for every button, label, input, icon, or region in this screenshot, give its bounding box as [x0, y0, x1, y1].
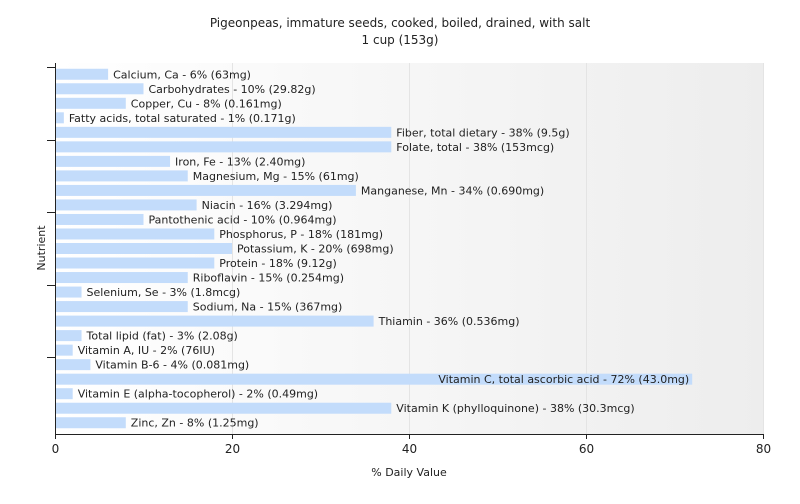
bar — [56, 112, 64, 124]
bar-label: Manganese, Mn - 34% (0.690mg) — [361, 184, 544, 197]
bar-label: Sodium, Na - 15% (367mg) — [193, 301, 343, 314]
bar — [56, 359, 91, 371]
bar — [56, 228, 215, 240]
bar — [56, 417, 126, 429]
bar-label: Calcium, Ca - 6% (63mg) — [113, 68, 251, 81]
bar — [56, 126, 392, 138]
bar-label: Niacin - 16% (3.294mg) — [202, 199, 333, 212]
x-tick-label: 40 — [402, 442, 417, 456]
bar-label: Riboflavin - 15% (0.254mg) — [193, 272, 344, 285]
bar — [56, 213, 144, 225]
x-tick-label: 20 — [225, 442, 240, 456]
bar — [56, 373, 693, 385]
bar — [56, 68, 109, 80]
bar-label: Zinc, Zn - 8% (1.25mg) — [131, 417, 259, 430]
bar-label: Fiber, total dietary - 38% (9.5g) — [396, 126, 569, 139]
bar — [56, 170, 188, 182]
bar — [56, 199, 197, 211]
bar — [56, 344, 73, 356]
bar — [56, 97, 126, 109]
bar-labels: Calcium, Ca - 6% (63mg) Carbohydrates - 1… — [69, 68, 689, 429]
bar — [56, 83, 144, 95]
bar-label: Vitamin B-6 - 4% (0.081mg) — [95, 359, 249, 372]
bar-label: Total lipid (fat) - 3% (2.08g) — [86, 330, 238, 343]
bar — [56, 257, 215, 269]
chart-title: Pigeonpeas, immature seeds, cooked, boil… — [210, 16, 591, 30]
x-tick-label: 0 — [52, 442, 60, 456]
grid — [232, 63, 764, 434]
bar — [56, 402, 392, 414]
bar-label: Magnesium, Mg - 15% (61mg) — [193, 170, 359, 183]
bar — [56, 286, 82, 298]
bar-label: Potassium, K - 20% (698mg) — [237, 243, 394, 256]
bar-label: Pantothenic acid - 10% (0.964mg) — [149, 213, 337, 226]
bar-label: Phosphorus, P - 18% (181mg) — [219, 228, 383, 241]
bar-label: Iron, Fe - 13% (2.40mg) — [175, 155, 305, 168]
bar-label: Protein - 18% (9.12g) — [219, 257, 337, 270]
bar — [56, 330, 82, 342]
bar-label: Vitamin A, IU - 2% (76IU) — [78, 344, 215, 357]
x-tick-label: 60 — [579, 442, 594, 456]
bar — [56, 315, 374, 327]
x-axis-label: % Daily Value — [371, 466, 447, 479]
bar — [56, 388, 73, 400]
axes: 0 20 40 60 80 — [47, 63, 771, 456]
bar-label: Fatty acids, total saturated - 1% (0.171… — [69, 112, 296, 125]
bar — [56, 155, 171, 167]
bar — [56, 141, 392, 153]
y-axis-label: Nutrient — [35, 225, 48, 271]
bar-label: Vitamin K (phylloquinone) - 38% (30.3mcg… — [396, 402, 634, 415]
bar — [56, 243, 232, 254]
bars — [56, 68, 693, 429]
bar — [56, 301, 188, 313]
bar-label: Carbohydrates - 10% (29.82g) — [149, 83, 316, 96]
bar-label: Vitamin C, total ascorbic acid - 72% (43… — [438, 373, 689, 386]
bar — [56, 272, 188, 284]
chart-subtitle: 1 cup (153g) — [362, 33, 439, 47]
bar-label: Folate, total - 38% (153mcg) — [396, 141, 554, 154]
bar-label: Vitamin E (alpha-tocopherol) - 2% (0.49m… — [78, 388, 318, 401]
x-tick-label: 80 — [756, 442, 771, 456]
bar-label: Thiamin - 36% (0.536mg) — [378, 315, 520, 328]
bar — [56, 184, 356, 196]
bar-label: Copper, Cu - 8% (0.161mg) — [131, 97, 282, 110]
bar-label: Selenium, Se - 3% (1.8mcg) — [87, 286, 241, 299]
